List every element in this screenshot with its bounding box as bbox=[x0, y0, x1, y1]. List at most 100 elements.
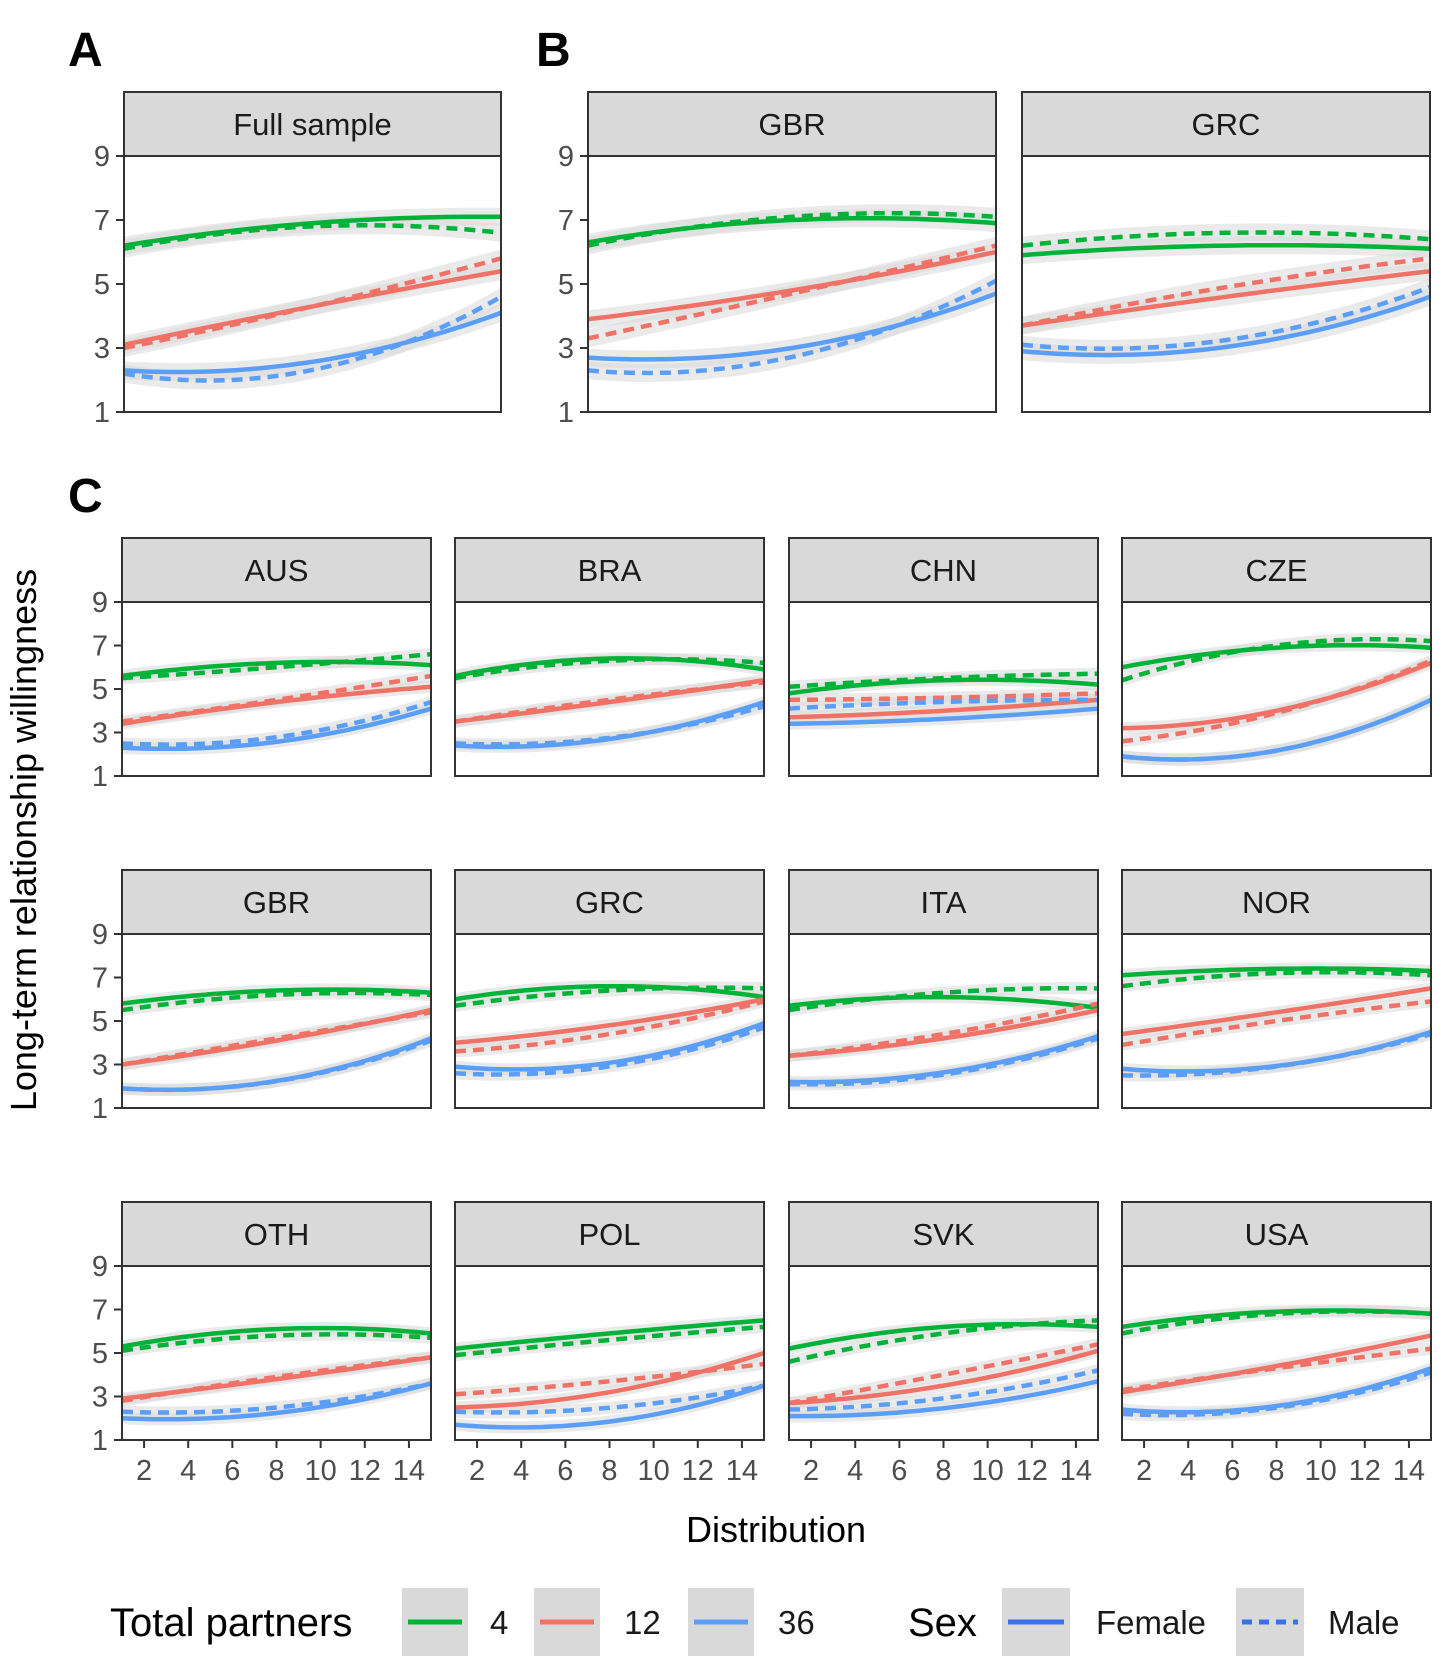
series-line-36-female bbox=[789, 1379, 1098, 1419]
confidence-band-4-male bbox=[789, 982, 1098, 1017]
series-line-36-male bbox=[1122, 1031, 1431, 1078]
x-tick-label: 4 bbox=[1180, 1455, 1196, 1487]
plot-data bbox=[455, 980, 764, 1081]
panel-c-oth: OTH 1 3 5 7 9 2 4 6 8 10 12 14 bbox=[92, 1201, 432, 1487]
panel-strip bbox=[1121, 869, 1432, 935]
panel-title: GBR bbox=[758, 107, 825, 142]
x-tick-label: 6 bbox=[557, 1455, 573, 1487]
y-tick-label: 5 bbox=[94, 269, 110, 301]
y-tick-label: 3 bbox=[92, 718, 108, 750]
series-line-12-female bbox=[789, 697, 1098, 720]
x-tick-label: 14 bbox=[393, 1455, 425, 1487]
series-line-12-female bbox=[588, 249, 996, 322]
y-tick-label: 5 bbox=[92, 1338, 108, 1370]
series-line-12-male bbox=[122, 673, 431, 724]
series-line-12-male bbox=[455, 1361, 764, 1397]
y-tick-label: 3 bbox=[94, 333, 110, 365]
legend-label-4: 4 bbox=[490, 1604, 508, 1641]
series-line-36-male bbox=[588, 278, 996, 376]
legend-title-total-partners: Total partners bbox=[110, 1601, 352, 1645]
y-tick-label: 7 bbox=[94, 205, 110, 237]
y-tick-label: 1 bbox=[92, 1093, 108, 1125]
panels-layer: Full sample 1 3 5 7 9 GBR 1 3 5 7 9 GRC AUS 1 3 5 7 9 BRA CH… bbox=[92, 91, 1432, 1487]
plot-data bbox=[789, 1314, 1098, 1423]
legend: Total partners 4 12 36 Sex Female Male bbox=[110, 1588, 1400, 1656]
series-line-12-male bbox=[122, 1355, 431, 1404]
plot-data bbox=[122, 1322, 431, 1426]
plot-data bbox=[122, 983, 431, 1096]
panel-strip bbox=[1121, 537, 1432, 603]
confidence-band-12-female bbox=[455, 1346, 764, 1414]
panel-c-usa: USA 2 4 6 8 10 12 14 bbox=[1121, 1201, 1432, 1487]
x-tick-label: 12 bbox=[1349, 1455, 1381, 1487]
series-line-36-male bbox=[455, 704, 764, 747]
confidence-band-12-male bbox=[455, 995, 764, 1058]
y-tick-label: 5 bbox=[92, 1006, 108, 1038]
y-tick-label: 9 bbox=[92, 1251, 108, 1283]
x-tick-label: 8 bbox=[935, 1455, 951, 1487]
panel-c-cze: CZE bbox=[1121, 537, 1432, 777]
panel-letter-b: B bbox=[536, 24, 571, 77]
series-line-4-male bbox=[122, 651, 431, 681]
y-tick-label: 1 bbox=[92, 1425, 108, 1457]
panel-a-full-sample: Full sample 1 3 5 7 9 bbox=[94, 91, 502, 429]
panel-title: GRC bbox=[1192, 107, 1261, 142]
panel-c-ita: ITA bbox=[788, 869, 1099, 1109]
series-line-36-male bbox=[455, 1025, 764, 1077]
series-line-4-male bbox=[1022, 230, 1430, 248]
series-line-12-male bbox=[455, 680, 764, 724]
x-tick-label: 4 bbox=[847, 1455, 863, 1487]
panel-strip bbox=[123, 91, 502, 157]
plot-border bbox=[454, 933, 765, 1109]
series-line-4-male bbox=[1122, 1309, 1431, 1336]
series-line-4-male bbox=[789, 1318, 1098, 1364]
panel-c-bra: BRA bbox=[454, 537, 765, 777]
y-tick-label: 3 bbox=[558, 333, 574, 365]
panel-title: BRA bbox=[578, 553, 642, 588]
series-line-12-female bbox=[1122, 1333, 1431, 1395]
x-tick-label: 14 bbox=[726, 1455, 758, 1487]
series-line-12-female bbox=[1122, 660, 1431, 731]
series-line-4-male bbox=[789, 671, 1098, 690]
panel-b-grc: GRC bbox=[1021, 91, 1431, 413]
series-line-4-male bbox=[122, 990, 431, 1013]
panel-strip bbox=[121, 869, 432, 935]
panel-c-pol: POL 2 4 6 8 10 12 14 bbox=[454, 1201, 765, 1487]
panel-title: GBR bbox=[243, 885, 310, 920]
confidence-band-4-male bbox=[789, 1314, 1098, 1368]
x-axis-title: Distribution bbox=[686, 1509, 866, 1550]
confidence-band-36-male bbox=[455, 700, 764, 751]
confidence-band-36-male bbox=[789, 1364, 1098, 1416]
series-line-12-male bbox=[1122, 999, 1431, 1048]
x-tick-label: 6 bbox=[224, 1455, 240, 1487]
plot-border bbox=[788, 601, 1099, 777]
panel-strip bbox=[788, 537, 1099, 603]
panel-title: AUS bbox=[245, 553, 309, 588]
series-line-4-female bbox=[1022, 242, 1430, 258]
series-line-36-male bbox=[789, 697, 1098, 711]
y-axis-title: Long-term relationship willingness bbox=[3, 569, 44, 1111]
series-line-36-female bbox=[122, 706, 431, 752]
y-tick-label: 7 bbox=[92, 1295, 108, 1327]
series-line-4-female bbox=[789, 994, 1098, 1011]
panel-strip bbox=[454, 537, 765, 603]
confidence-band-4-male bbox=[1122, 633, 1431, 687]
confidence-band-36-male bbox=[455, 1379, 764, 1419]
x-tick-label: 8 bbox=[1268, 1455, 1284, 1487]
plot-data bbox=[1122, 1304, 1431, 1422]
confidence-band-4-female bbox=[1122, 639, 1431, 674]
x-tick-label: 14 bbox=[1060, 1455, 1092, 1487]
panel-title: Full sample bbox=[233, 107, 392, 142]
plot-data bbox=[455, 1314, 764, 1434]
series-line-36-female bbox=[1122, 1366, 1431, 1415]
y-tick-label: 5 bbox=[92, 674, 108, 706]
series-line-36-male bbox=[122, 1381, 431, 1415]
plot-data bbox=[1122, 962, 1431, 1082]
series-line-4-female bbox=[455, 1318, 764, 1351]
y-tick-label: 3 bbox=[92, 1050, 108, 1082]
confidence-band-36-male bbox=[122, 1377, 431, 1419]
y-tick-label: 9 bbox=[92, 587, 108, 619]
confidence-band-36-male bbox=[1122, 1028, 1431, 1082]
confidence-band-4-male bbox=[124, 216, 501, 258]
series-line-4-female bbox=[455, 983, 764, 1002]
